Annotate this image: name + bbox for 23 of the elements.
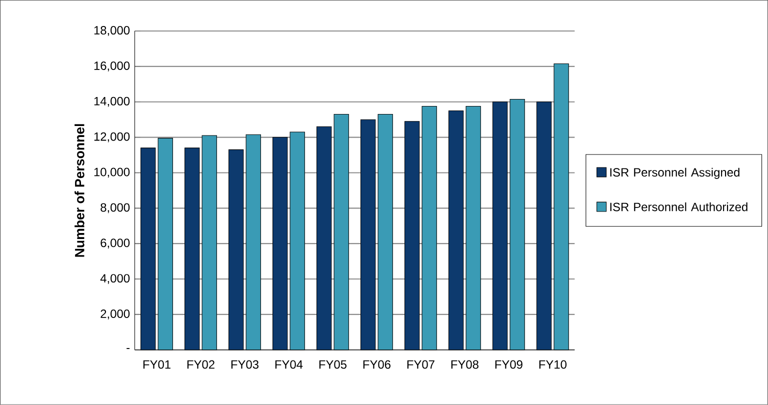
y-tick-label: 6,000	[100, 238, 130, 249]
x-tick-label: FY05	[319, 360, 346, 369]
y-tick-label: 4,000	[100, 274, 130, 284]
x-tick-label: FY03	[231, 360, 258, 369]
y-axis-title: Number of Personnel	[74, 124, 84, 257]
legend-label: ISR Personnel Authorized	[610, 202, 748, 212]
x-tick-label: FY06	[363, 360, 390, 369]
x-tick-label: FY09	[495, 360, 522, 369]
x-tick-label: FY10	[539, 360, 566, 369]
y-tick-label: 2,000	[100, 310, 130, 320]
y-tick-label: 14,000	[94, 96, 130, 107]
x-tick-label: FY02	[187, 360, 214, 369]
y-tick-label: 10,000	[94, 168, 130, 178]
y-tick-label: 12,000	[94, 132, 130, 142]
x-tick-label: FY07	[407, 360, 434, 369]
x-tick-label: FY01	[143, 360, 170, 369]
x-tick-label: FY08	[451, 360, 478, 369]
y-tick-label: -	[126, 348, 130, 350]
y-tick-label: 16,000	[94, 62, 130, 72]
y-tick-label: 18,000	[94, 26, 130, 36]
y-tick-label: 8,000	[100, 203, 130, 214]
x-tick-label: FY04	[275, 360, 303, 369]
legend-label: ISR Personnel Assigned	[610, 168, 740, 180]
